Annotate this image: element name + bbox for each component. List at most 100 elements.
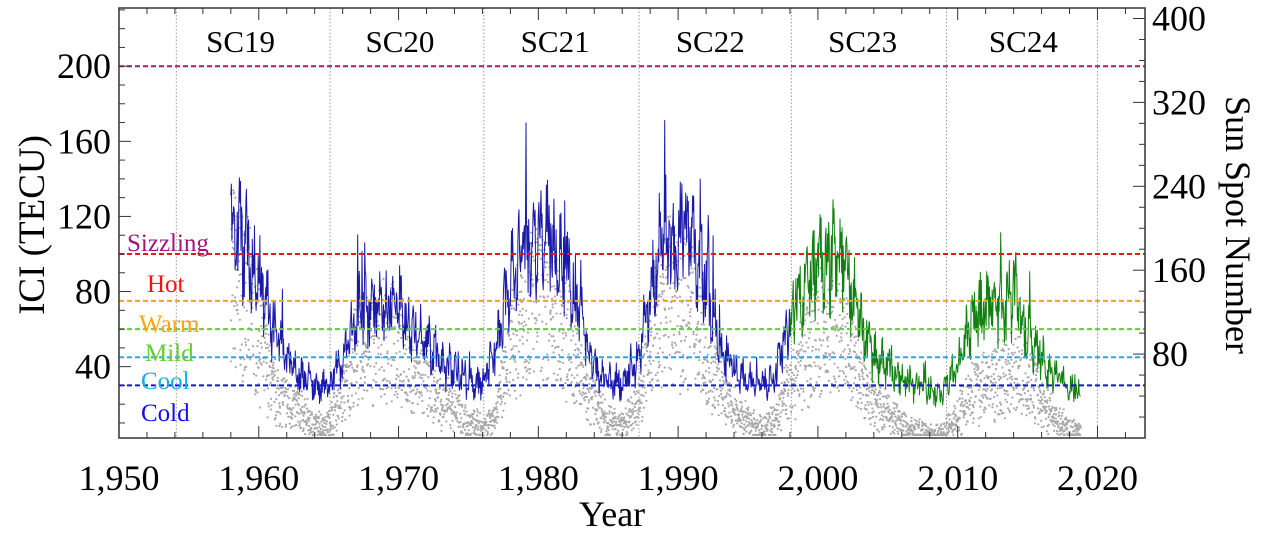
- sunspot-point: [998, 378, 1001, 381]
- sunspot-point: [478, 419, 481, 422]
- sunspot-point: [579, 392, 582, 395]
- sunspot-point: [1035, 377, 1038, 381]
- sunspot-point: [720, 412, 723, 415]
- sunspot-point: [659, 275, 662, 278]
- sunspot-point: [794, 404, 797, 407]
- sunspot-point: [539, 244, 542, 247]
- sunspot-point: [354, 325, 357, 328]
- sunspot-point: [1020, 412, 1023, 415]
- sunspot-point: [417, 372, 420, 375]
- sunspot-point: [276, 369, 279, 372]
- sunspot-point: [642, 375, 646, 378]
- sunspot-point: [843, 378, 846, 381]
- sunspot-point: [804, 368, 807, 371]
- sunspot-point: [396, 368, 399, 371]
- sunspot-point: [516, 329, 519, 332]
- sunspot-point: [787, 417, 791, 420]
- sunspot-point: [343, 401, 346, 404]
- sunspot-point: [672, 333, 676, 336]
- sunspot-point: [598, 394, 601, 397]
- sunspot-point: [476, 425, 480, 428]
- sunspot-point: [637, 412, 640, 415]
- sunspot-point: [1057, 411, 1061, 414]
- sunspot-point: [567, 353, 570, 356]
- sunspot-point: [702, 381, 705, 385]
- sunspot-point: [688, 311, 691, 314]
- sunspot-point: [727, 405, 730, 408]
- sunspot-point: [656, 352, 660, 355]
- sunspot-point: [438, 391, 441, 394]
- sunspot-point: [811, 349, 814, 352]
- sunspot-point: [495, 408, 498, 411]
- sunspot-point: [891, 426, 894, 429]
- sunspot-point: [252, 355, 255, 358]
- sunspot-point: [1029, 358, 1032, 361]
- sunspot-point: [700, 384, 703, 387]
- sunspot-point: [936, 431, 939, 434]
- sunspot-point: [274, 414, 278, 417]
- sunspot-point: [378, 368, 381, 371]
- sunspot-point: [428, 365, 431, 368]
- sunspot-point: [765, 412, 769, 415]
- sunspot-point: [549, 312, 552, 315]
- sunspot-point: [985, 375, 988, 378]
- sunspot-point: [770, 428, 773, 431]
- sunspot-point: [604, 419, 607, 422]
- sunspot-point: [325, 428, 328, 431]
- sunspot-point: [840, 336, 843, 339]
- sunspot-point: [591, 386, 594, 389]
- sunspot-point: [408, 400, 411, 403]
- sunspot-point: [438, 419, 441, 422]
- sunspot-point: [307, 429, 310, 432]
- sunspot-point: [575, 400, 578, 403]
- sunspot-point: [792, 374, 796, 377]
- sunspot-point: [780, 389, 783, 392]
- sunspot-point: [658, 347, 662, 350]
- sunspot-point: [592, 374, 595, 377]
- sunspot-point: [433, 410, 436, 413]
- sunspot-point: [536, 335, 539, 338]
- sunspot-point: [350, 382, 353, 385]
- sunspot-point: [580, 362, 584, 365]
- sunspot-point: [844, 357, 847, 360]
- sunspot-point: [965, 402, 969, 405]
- sunspot-point: [1004, 361, 1007, 364]
- sunspot-point: [613, 411, 616, 414]
- sunspot-point: [790, 379, 793, 382]
- threshold-label-hot: Hot: [147, 271, 185, 298]
- sunspot-point: [989, 397, 992, 400]
- sunspot-point: [514, 360, 517, 363]
- sunspot-point: [678, 331, 681, 334]
- sunspot-point: [828, 358, 831, 361]
- sunspot-point: [449, 423, 452, 427]
- y2-tick-label: 160: [1152, 250, 1206, 290]
- sunspot-point: [254, 393, 257, 396]
- sunspot-point: [663, 289, 666, 293]
- sunspot-point: [509, 357, 512, 361]
- sunspot-point: [431, 409, 434, 412]
- sunspot-point: [669, 287, 672, 290]
- cycle-label: SC23: [828, 24, 897, 59]
- sunspot-point: [709, 389, 712, 392]
- sunspot-point: [748, 432, 751, 435]
- sunspot-point: [375, 362, 378, 365]
- sunspot-point: [512, 307, 516, 310]
- sunspot-point: [977, 367, 980, 370]
- sunspot-point: [340, 397, 343, 400]
- sunspot-point: [389, 382, 392, 385]
- sunspot-point: [771, 413, 774, 416]
- sunspot-point: [1075, 425, 1078, 428]
- sunspot-point: [477, 428, 480, 431]
- sunspot-point: [496, 401, 499, 404]
- sunspot-point: [747, 413, 750, 416]
- sunspot-point: [374, 381, 378, 384]
- sunspot-point: [497, 416, 500, 419]
- sunspot-point: [241, 380, 244, 383]
- sunspot-point: [1010, 351, 1014, 354]
- sunspot-point: [521, 276, 524, 279]
- sunspot-point: [782, 402, 786, 405]
- sunspot-point: [500, 397, 503, 400]
- sunspot-point: [1016, 336, 1020, 339]
- sunspot-point: [278, 402, 281, 405]
- sunspot-point: [726, 392, 729, 395]
